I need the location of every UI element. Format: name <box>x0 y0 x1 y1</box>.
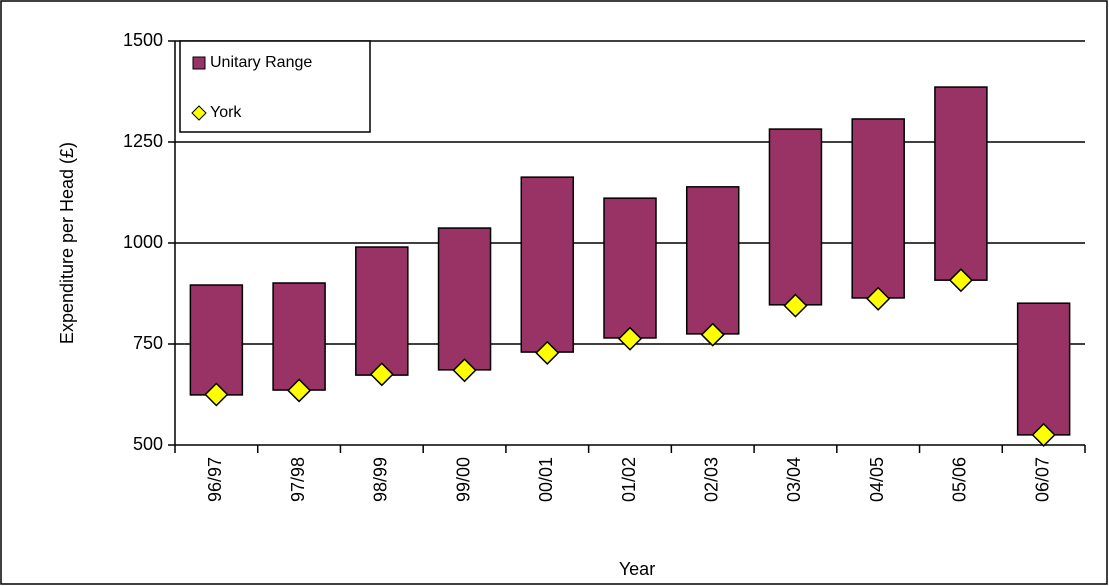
y-tick-label: 500 <box>133 434 163 454</box>
york-marker <box>1031 422 1056 447</box>
x-tick-label: 00/01 <box>536 457 556 502</box>
york-marker <box>369 362 394 387</box>
range-bar <box>851 118 905 299</box>
x-tick-label: 06/07 <box>1032 457 1052 502</box>
range-bar <box>768 128 823 306</box>
y-tick-label: 1250 <box>123 131 163 151</box>
range-bar <box>355 246 409 376</box>
y-tick-label: 1500 <box>123 30 163 50</box>
legend-swatch <box>192 56 206 70</box>
york-marker <box>204 382 229 407</box>
range-bar <box>603 197 657 339</box>
york-marker <box>700 322 725 347</box>
legend-swatch <box>191 105 207 121</box>
range-bar <box>437 227 492 371</box>
legend-label: Unitary Range <box>210 54 312 71</box>
york-marker <box>535 340 560 365</box>
x-tick-label: 03/04 <box>784 457 804 502</box>
x-tick-label: 05/06 <box>950 457 970 502</box>
legend-label: York <box>210 104 242 121</box>
x-axis-label: Year <box>619 559 655 579</box>
york-marker <box>287 378 312 403</box>
range-bar <box>934 86 988 281</box>
x-tick-label: 98/99 <box>371 457 391 502</box>
range-bar <box>189 284 244 396</box>
y-tick-label: 750 <box>133 333 163 353</box>
x-tick-label: 01/02 <box>619 457 639 502</box>
y-axis-label: Expenditure per Head (£) <box>57 142 77 344</box>
range-bar <box>1016 302 1071 436</box>
york-marker <box>617 326 643 351</box>
range-bar <box>272 282 326 391</box>
x-tick-label: 97/98 <box>288 457 308 502</box>
x-tick-label: 02/03 <box>701 457 721 502</box>
legend-box <box>179 40 371 133</box>
york-marker <box>866 286 891 311</box>
york-marker <box>783 293 808 318</box>
range-bar <box>685 186 740 335</box>
x-tick-label: 04/05 <box>867 457 887 502</box>
range-bar <box>520 176 575 353</box>
x-tick-label: 96/97 <box>205 457 225 502</box>
y-tick-label: 1000 <box>123 232 163 252</box>
york-marker <box>452 358 477 383</box>
x-tick-label: 99/00 <box>453 457 473 502</box>
york-marker <box>948 268 973 293</box>
